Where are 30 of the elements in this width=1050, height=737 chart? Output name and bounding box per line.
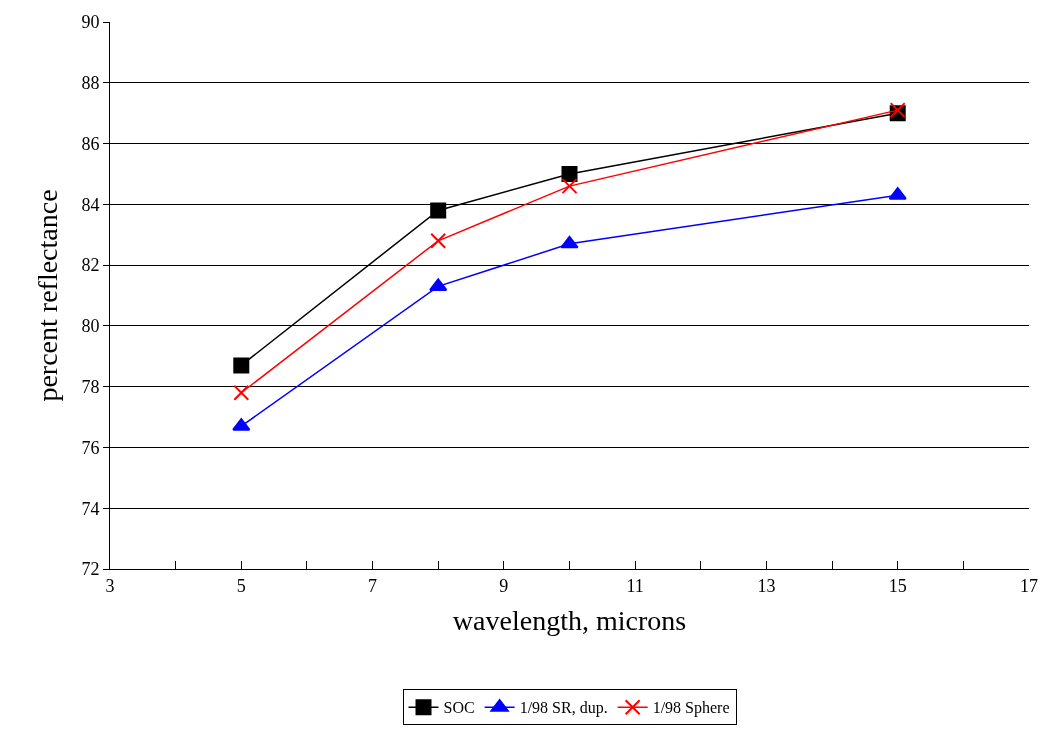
legend-label: SOC [443,699,475,717]
point [561,165,578,182]
x-axis-title: wavelength, microns [452,604,687,636]
point [430,232,447,249]
y-tick-label: 76 [81,437,100,458]
y-tick-label: 78 [81,376,100,397]
x-tick-label: 3 [105,575,115,596]
point [233,357,250,374]
y-tick-label: 86 [81,133,100,154]
y-axis-title: percent reflectance [32,189,64,402]
x-tick-label: 15 [888,575,907,596]
point [560,235,579,249]
point [430,202,447,219]
point [233,384,250,401]
x-tick-label: 5 [236,575,246,596]
point [561,178,578,195]
y-tick-label: 80 [81,316,100,337]
y-tick-label: 82 [81,255,100,276]
y-tick-label: 84 [81,194,100,215]
x-tick-label: 17 [1020,575,1038,596]
y-tick-label: 72 [81,559,100,580]
y-tick-label: 88 [81,73,100,94]
legend-label: 1/98 SR, dup. [519,699,608,718]
y-tick-label: 90 [81,12,100,33]
x-tick-label: 9 [499,575,509,596]
y-tick-label: 74 [81,498,100,519]
x-tick-label: 13 [757,575,776,596]
x-tick-label: 7 [368,575,378,596]
legend-label: 1/98 Sphere [652,699,730,718]
x-tick-label: 11 [626,575,644,596]
